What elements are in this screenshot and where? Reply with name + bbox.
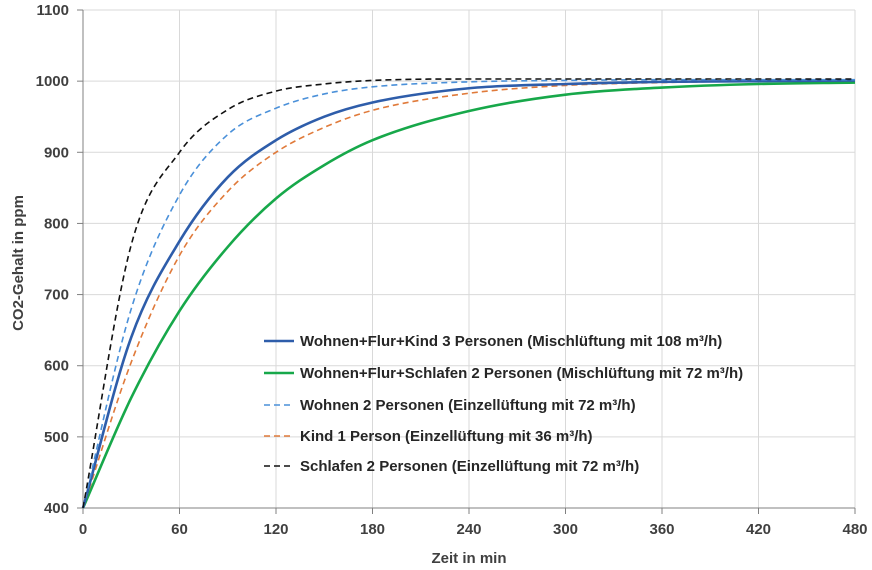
y-tick-label: 500 [44, 429, 69, 446]
x-tick-label: 120 [263, 521, 288, 538]
x-axis-title: Zeit in min [432, 550, 507, 567]
legend-entry-wohnen: Wohnen 2 Personen (Einzellüftung mit 72 … [264, 397, 636, 414]
x-tick-label: 240 [456, 521, 481, 538]
y-tick-label: 800 [44, 215, 69, 232]
y-tick-label: 600 [44, 358, 69, 375]
series-lines [81, 78, 856, 509]
x-tick-label: 60 [171, 521, 188, 538]
legend-label-wohnen-flur-kind: Wohnen+Flur+Kind 3 Personen (Mischlüftun… [300, 333, 722, 350]
series-line-2 [82, 78, 855, 509]
series-line-4 [82, 78, 855, 509]
y-axis-title: CO2-Gehalt in ppm [10, 195, 27, 331]
legend-entry-wohnen-flur-kind: Wohnen+Flur+Kind 3 Personen (Mischlüftun… [264, 333, 722, 350]
legend-entry-schlafen: Schlafen 2 Personen (Einzellüftung mit 7… [264, 458, 639, 475]
series-line-0 [81, 79, 856, 509]
x-tick-label: 360 [649, 521, 674, 538]
x-tick-label: 300 [553, 521, 578, 538]
legend-label-wohnen-flur-schlafen: Wohnen+Flur+Schlafen 2 Personen (Mischlü… [300, 365, 743, 382]
legend-entry-kind: Kind 1 Person (Einzellüftung mit 36 m³/h… [264, 428, 593, 445]
x-tick-label: 180 [360, 521, 385, 538]
legend-label-schlafen: Schlafen 2 Personen (Einzellüftung mit 7… [300, 458, 639, 475]
y-tick-label: 1000 [36, 73, 69, 90]
legend-label-kind: Kind 1 Person (Einzellüftung mit 36 m³/h… [300, 428, 593, 445]
legend: Wohnen+Flur+Kind 3 Personen (Mischlüftun… [264, 333, 743, 475]
y-tick-label: 400 [44, 500, 69, 517]
series-line-1 [81, 81, 856, 509]
legend-entry-wohnen-flur-schlafen: Wohnen+Flur+Schlafen 2 Personen (Mischlü… [264, 365, 743, 382]
x-tick-label: 420 [746, 521, 771, 538]
y-tick-label: 1100 [36, 2, 69, 19]
legend-label-wohnen: Wohnen 2 Personen (Einzellüftung mit 72 … [300, 397, 636, 414]
axes [77, 9, 856, 514]
x-tick-label: 480 [842, 521, 867, 538]
y-tick-label: 700 [44, 287, 69, 304]
gridlines [83, 9, 856, 508]
x-tick-label: 0 [79, 521, 87, 538]
tick-labels: 400 500 600 700 800 900 1000 1100 0 60 120 180 240 30… [36, 2, 868, 538]
y-tick-label: 900 [44, 144, 69, 161]
